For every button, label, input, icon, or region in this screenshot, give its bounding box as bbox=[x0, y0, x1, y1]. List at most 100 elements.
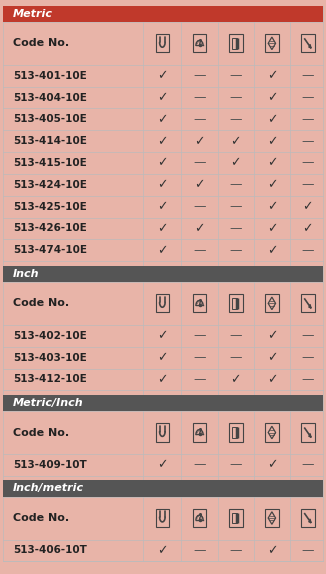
Text: ✓: ✓ bbox=[267, 373, 277, 386]
Text: 513-401-10E: 513-401-10E bbox=[13, 71, 87, 81]
Bar bbox=[3, 174, 323, 196]
Text: —: — bbox=[230, 544, 242, 557]
Text: ✓: ✓ bbox=[267, 113, 277, 126]
Text: 513-403-10E: 513-403-10E bbox=[13, 352, 87, 363]
Text: 513-424-10E: 513-424-10E bbox=[13, 180, 87, 190]
Text: 513-415-10E: 513-415-10E bbox=[13, 158, 87, 168]
Bar bbox=[156, 424, 169, 441]
Text: Inch/metric: Inch/metric bbox=[13, 483, 84, 494]
Text: —: — bbox=[302, 69, 314, 82]
Bar bbox=[193, 424, 206, 441]
Bar bbox=[265, 34, 279, 52]
Text: ✓: ✓ bbox=[157, 544, 168, 557]
Text: —: — bbox=[230, 113, 242, 126]
Text: ✓: ✓ bbox=[230, 373, 241, 386]
Bar bbox=[3, 196, 323, 218]
Text: Inch: Inch bbox=[13, 269, 39, 279]
Text: —: — bbox=[193, 157, 206, 169]
Text: —: — bbox=[230, 200, 242, 213]
Text: ✓: ✓ bbox=[157, 200, 168, 213]
Text: —: — bbox=[193, 373, 206, 386]
Text: —: — bbox=[302, 113, 314, 126]
Bar bbox=[156, 294, 169, 312]
Bar bbox=[3, 540, 323, 561]
Bar bbox=[229, 509, 243, 527]
Text: ✓: ✓ bbox=[267, 157, 277, 169]
Text: ✓: ✓ bbox=[267, 69, 277, 82]
Text: ✓: ✓ bbox=[157, 157, 168, 169]
Bar bbox=[156, 509, 169, 527]
Text: —: — bbox=[230, 179, 242, 191]
Text: —: — bbox=[230, 329, 242, 342]
Text: ✓: ✓ bbox=[157, 329, 168, 342]
Bar bbox=[156, 34, 169, 52]
Bar bbox=[3, 87, 323, 108]
Bar bbox=[3, 282, 323, 325]
Text: —: — bbox=[193, 200, 206, 213]
Text: ✓: ✓ bbox=[230, 157, 241, 169]
Bar bbox=[301, 34, 315, 52]
Bar bbox=[232, 38, 237, 49]
Text: 513-405-10E: 513-405-10E bbox=[13, 114, 87, 125]
Text: 513-406-10T: 513-406-10T bbox=[13, 545, 87, 556]
Bar bbox=[3, 325, 323, 347]
Text: —: — bbox=[193, 329, 206, 342]
Text: —: — bbox=[302, 459, 314, 471]
Text: —: — bbox=[302, 373, 314, 386]
Text: Code No.: Code No. bbox=[13, 38, 69, 48]
Text: —: — bbox=[193, 351, 206, 364]
Bar bbox=[3, 22, 323, 65]
Bar bbox=[3, 108, 323, 130]
Bar bbox=[265, 509, 279, 527]
Bar bbox=[3, 369, 323, 390]
Text: ✓: ✓ bbox=[267, 222, 277, 235]
Text: ✓: ✓ bbox=[157, 135, 168, 148]
Text: ✓: ✓ bbox=[267, 135, 277, 148]
Bar bbox=[3, 497, 323, 540]
Bar bbox=[232, 513, 237, 523]
Text: ✓: ✓ bbox=[267, 351, 277, 364]
Text: ✓: ✓ bbox=[267, 91, 277, 104]
Text: ✓: ✓ bbox=[157, 222, 168, 235]
Text: ✓: ✓ bbox=[267, 459, 277, 471]
Bar bbox=[3, 266, 323, 282]
Text: ✓: ✓ bbox=[267, 329, 277, 342]
Text: ✓: ✓ bbox=[157, 459, 168, 471]
Bar bbox=[265, 424, 279, 441]
Bar bbox=[229, 34, 243, 52]
Text: —: — bbox=[302, 329, 314, 342]
Bar bbox=[3, 130, 323, 152]
Text: ✓: ✓ bbox=[267, 200, 277, 213]
Text: —: — bbox=[193, 113, 206, 126]
Text: —: — bbox=[230, 351, 242, 364]
Text: Metric: Metric bbox=[13, 9, 53, 19]
Text: ✓: ✓ bbox=[157, 373, 168, 386]
Text: Code No.: Code No. bbox=[13, 298, 69, 308]
Bar bbox=[265, 294, 279, 312]
Text: ✓: ✓ bbox=[267, 544, 277, 557]
Bar bbox=[193, 294, 206, 312]
Text: —: — bbox=[230, 244, 242, 257]
Bar bbox=[3, 218, 323, 239]
Text: —: — bbox=[230, 222, 242, 235]
Text: 513-412-10E: 513-412-10E bbox=[13, 374, 87, 385]
Text: ✓: ✓ bbox=[157, 113, 168, 126]
Text: Code No.: Code No. bbox=[13, 513, 69, 523]
Text: —: — bbox=[230, 91, 242, 104]
Bar bbox=[3, 65, 323, 87]
Text: —: — bbox=[302, 179, 314, 191]
Text: —: — bbox=[302, 157, 314, 169]
Bar bbox=[3, 239, 323, 261]
Text: ✓: ✓ bbox=[303, 200, 313, 213]
Text: Code No.: Code No. bbox=[13, 428, 69, 437]
Text: 513-414-10E: 513-414-10E bbox=[13, 136, 87, 146]
Text: —: — bbox=[193, 91, 206, 104]
Bar bbox=[3, 6, 323, 22]
Text: —: — bbox=[302, 544, 314, 557]
Text: ✓: ✓ bbox=[267, 179, 277, 191]
Bar bbox=[3, 347, 323, 369]
Bar bbox=[229, 294, 243, 312]
Text: —: — bbox=[193, 544, 206, 557]
Bar bbox=[3, 454, 323, 476]
Text: —: — bbox=[302, 244, 314, 257]
